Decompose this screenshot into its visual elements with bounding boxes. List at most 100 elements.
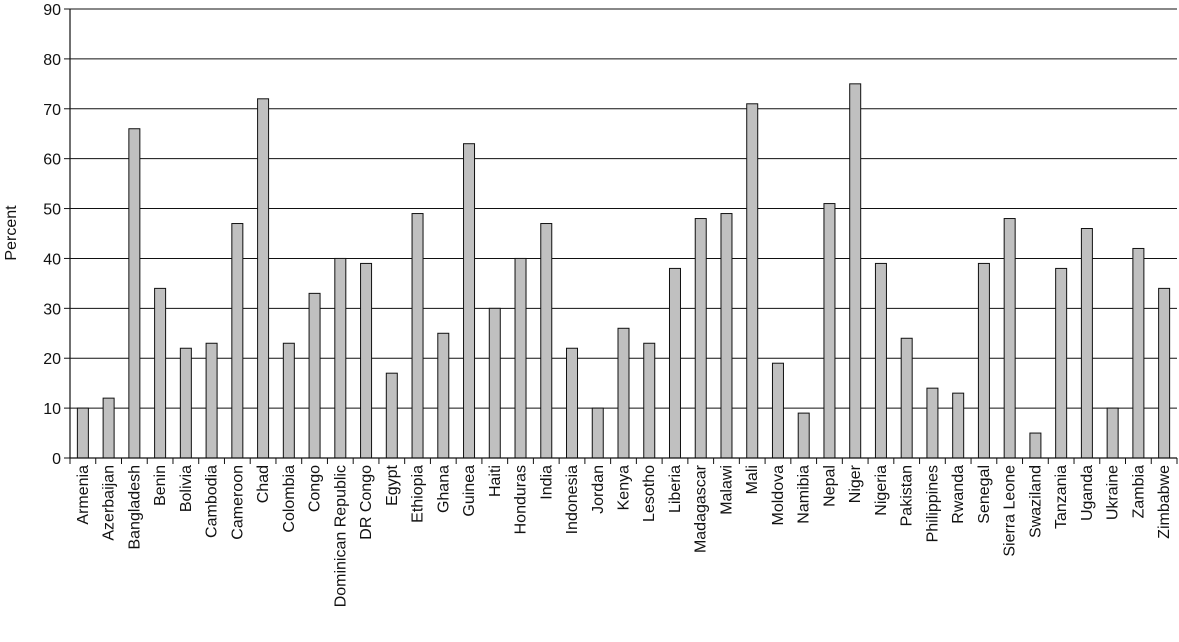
- bar-uganda: [1080, 228, 1093, 459]
- x-tick-label: Armenia: [75, 465, 92, 525]
- x-tick-label: Colombia: [281, 465, 298, 533]
- x-tick-label: Cambodia: [204, 465, 221, 538]
- bar-indonesia: [566, 347, 579, 459]
- x-tick-label: Jordan: [590, 465, 607, 514]
- bars: [76, 83, 1171, 459]
- bar-mali: [746, 103, 759, 459]
- x-tick-label: Namibia: [796, 465, 813, 524]
- bar-haiti: [488, 307, 501, 459]
- bar-bangladesh: [128, 128, 141, 459]
- bar-bolivia: [179, 347, 192, 459]
- bar-nepal: [823, 203, 836, 459]
- x-tick-labels: Armenia Azerbaijan Bangladesh Benin Bolivia C…: [75, 464, 1173, 607]
- y-tick-label: 60: [43, 152, 61, 169]
- x-tick-label: Kenya: [616, 465, 633, 510]
- bar-lesotho: [643, 342, 656, 459]
- x-tick-label: Malawi: [718, 465, 735, 515]
- x-tick-label: Pakistan: [899, 465, 916, 526]
- bar-philippines: [926, 387, 939, 459]
- x-tick-label: Swaziland: [1027, 465, 1044, 538]
- y-tick-label: 40: [43, 251, 61, 268]
- bar-malawi: [720, 213, 733, 459]
- y-tick-label: 20: [43, 351, 61, 368]
- bar-zimbabwe: [1158, 287, 1171, 459]
- bar-armenia: [76, 407, 89, 459]
- bar-dominican-republic: [334, 257, 347, 459]
- x-tick-label: Nigeria: [873, 465, 890, 516]
- x-tick-label: Lesotho: [641, 465, 658, 522]
- x-tick-label: Philippines: [924, 465, 941, 542]
- bar-congo: [308, 292, 321, 459]
- x-tick-label: Madagascar: [693, 464, 710, 553]
- bar-chad: [257, 98, 270, 459]
- bar-rwanda: [952, 392, 965, 459]
- x-tick-label: Cameroon: [229, 465, 246, 540]
- x-tick-label: Benin: [152, 465, 169, 506]
- x-tick-label: Zimbabwe: [1156, 465, 1173, 539]
- x-tick-label: Bolivia: [178, 465, 195, 512]
- y-axis-title: Percent: [3, 205, 20, 261]
- bar-senegal: [977, 262, 990, 459]
- x-tick-label: Sierra Leone: [1002, 465, 1019, 557]
- x-tick-label: Tanzania: [1053, 465, 1070, 529]
- y-tick-label: 0: [52, 451, 61, 468]
- bar-niger: [849, 83, 862, 459]
- bar-swaziland: [1029, 432, 1042, 459]
- bar-cameroon: [231, 223, 244, 459]
- bar-india: [540, 223, 553, 459]
- x-tick-label: Dominican Republic: [332, 465, 349, 607]
- x-tick-label: Liberia: [667, 465, 684, 513]
- y-tick-label: 70: [43, 102, 61, 119]
- x-tick-label: Chad: [255, 465, 272, 503]
- x-tick-label: Indonesia: [564, 465, 581, 534]
- x-tick-label: Nepal: [821, 465, 838, 507]
- x-tick-label: Zambia: [1130, 465, 1147, 518]
- x-tick-label: Honduras: [513, 465, 530, 534]
- x-tick-label: Ukraine: [1105, 465, 1122, 520]
- bar-benin: [154, 287, 167, 459]
- x-tick-label: Azerbaijan: [101, 465, 118, 541]
- bar-liberia: [668, 267, 681, 459]
- bar-ethiopia: [411, 213, 424, 459]
- bar-azerbaijan: [102, 397, 115, 459]
- y-tick-label: 30: [43, 301, 61, 318]
- bar-ukraine: [1106, 407, 1119, 459]
- x-tick-label: Rwanda: [950, 465, 967, 524]
- bar-honduras: [514, 257, 527, 459]
- bar-jordan: [591, 407, 604, 459]
- bar-moldova: [771, 362, 784, 459]
- bar-dr-congo: [360, 262, 373, 459]
- bar-guinea: [463, 143, 476, 459]
- bar-madagascar: [694, 218, 707, 459]
- bar-pakistan: [900, 337, 913, 459]
- bar-cambodia: [205, 342, 218, 459]
- x-tick-label: Bangladesh: [126, 465, 143, 550]
- x-tick-label: India: [538, 465, 555, 500]
- bar-egypt: [385, 372, 398, 459]
- x-tick-label: Haiti: [487, 465, 504, 497]
- gridlines: [70, 8, 1177, 409]
- axes: [69, 9, 1178, 464]
- x-tick-label: Guinea: [461, 465, 478, 517]
- bar-sierra-leone: [1003, 218, 1016, 459]
- x-tick-label: Uganda: [1079, 465, 1096, 521]
- y-tick-label: 80: [43, 52, 61, 69]
- y-tick-label: 50: [43, 202, 61, 219]
- x-tick-label: DR Congo: [358, 465, 375, 540]
- bar-tanzania: [1055, 267, 1068, 459]
- y-tick-label: 90: [43, 2, 61, 19]
- bar-kenya: [617, 327, 630, 459]
- bar-zambia: [1132, 247, 1145, 459]
- y-tick-label: 10: [43, 401, 61, 418]
- bar-namibia: [797, 412, 810, 459]
- bar-colombia: [282, 342, 295, 459]
- x-tick-label: Senegal: [976, 465, 993, 524]
- x-tick-label: Ghana: [435, 465, 452, 513]
- bar-ghana: [437, 332, 450, 459]
- x-tick-label: Mali: [744, 465, 761, 494]
- x-tick-label: Congo: [307, 465, 324, 512]
- x-tick-label: Moldova: [770, 465, 787, 526]
- y-tick-labels: 0 10 20 30 40 50 60 70 80 90: [43, 2, 70, 468]
- x-tick-label: Niger: [847, 464, 864, 503]
